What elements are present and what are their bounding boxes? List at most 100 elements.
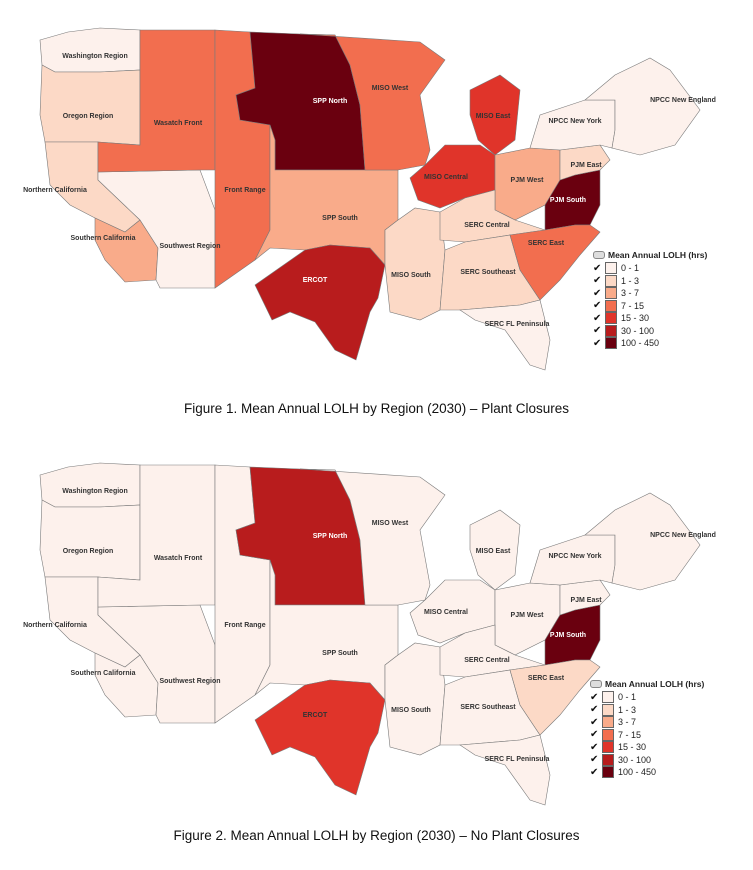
region-washington bbox=[39, 462, 141, 508]
checkmark-icon[interactable]: ✔ bbox=[590, 729, 599, 741]
legend-swatch bbox=[602, 716, 614, 729]
region-label-washington: Washington Region bbox=[62, 53, 127, 60]
checkmark-icon[interactable]: ✔ bbox=[590, 691, 599, 703]
region-label-npccne: NPCC New England bbox=[650, 532, 716, 539]
region-label-ercot: ERCOT bbox=[303, 712, 328, 719]
region-label-sppnorth: SPP North bbox=[313, 98, 348, 105]
legend-label: 0 - 1 bbox=[621, 263, 640, 274]
region-label-misoeast: MISO East bbox=[476, 548, 511, 555]
region-label-sercfl: SERC FL Peninsula bbox=[485, 321, 550, 328]
legend-swatch bbox=[602, 691, 614, 704]
legend-item: ✔ 1 - 3 bbox=[590, 703, 704, 717]
region-label-serccentral: SERC Central bbox=[464, 657, 510, 664]
legend-label: 100 - 450 bbox=[618, 767, 657, 778]
legend-label: 1 - 3 bbox=[618, 704, 637, 715]
region-ercot bbox=[254, 679, 386, 796]
region-label-ncal: Northern California bbox=[23, 187, 87, 194]
legend-item: ✔ 15 - 30 bbox=[593, 312, 707, 325]
legend-swatch bbox=[605, 262, 617, 275]
legend-label: 7 - 15 bbox=[621, 300, 645, 311]
region-oregon bbox=[39, 64, 141, 146]
region-label-misowest: MISO West bbox=[372, 85, 409, 92]
region-label-wasatch: Wasatch Front bbox=[154, 555, 203, 562]
lolh-map-plant-closures: Washington Region Oregon Region Northern C… bbox=[23, 27, 716, 371]
region-label-sercfl: SERC FL Peninsula bbox=[485, 756, 550, 763]
region-layer bbox=[39, 27, 701, 371]
checkmark-icon[interactable]: ✔ bbox=[590, 704, 599, 716]
legend-swatch bbox=[602, 728, 614, 741]
layer-icon bbox=[593, 251, 605, 259]
legend-figure-2: Mean Annual LOLH (hrs) ✔ 0 - 1 ✔ 1 - 3 ✔ 3 - … bbox=[590, 679, 704, 779]
region-sercfl bbox=[459, 734, 551, 806]
region-label-scal: Southern California bbox=[71, 670, 136, 677]
legend-item: ✔ 3 - 7 bbox=[593, 287, 707, 300]
region-southwest bbox=[97, 604, 216, 724]
legend-label: 100 - 450 bbox=[621, 338, 660, 349]
region-oregon bbox=[39, 499, 141, 581]
checkmark-icon[interactable]: ✔ bbox=[593, 287, 602, 299]
region-misoeast bbox=[469, 509, 521, 591]
checkmark-icon[interactable]: ✔ bbox=[593, 300, 602, 312]
region-label-npccny: NPCC New York bbox=[548, 118, 601, 125]
legend-label: 3 - 7 bbox=[621, 288, 640, 299]
checkmark-icon[interactable]: ✔ bbox=[590, 766, 599, 778]
region-layer bbox=[39, 462, 701, 806]
region-label-ncal: Northern California bbox=[23, 622, 87, 629]
legend-figure-1: Mean Annual LOLH (hrs) ✔ 0 - 1 ✔ 1 - 3 ✔ 3 - … bbox=[593, 250, 707, 350]
checkmark-icon[interactable]: ✔ bbox=[593, 312, 602, 324]
checkmark-icon[interactable]: ✔ bbox=[593, 325, 602, 337]
region-label-sppsouth: SPP South bbox=[322, 215, 358, 222]
legend-item: ✔ 30 - 100 bbox=[593, 324, 707, 338]
legend-item: ✔ 15 - 30 bbox=[590, 741, 704, 754]
region-misowest bbox=[299, 33, 446, 171]
region-label-pjmwest: PJM West bbox=[511, 612, 545, 619]
region-label-southwest: Southwest Region bbox=[159, 243, 220, 250]
lolh-map-no-plant-closures: Washington Region Oregon Region Northern C… bbox=[23, 462, 716, 806]
legend-label: 30 - 100 bbox=[618, 754, 652, 765]
checkmark-icon[interactable]: ✔ bbox=[593, 262, 602, 274]
checkmark-icon[interactable]: ✔ bbox=[590, 741, 599, 753]
legend-item: ✔ 3 - 7 bbox=[590, 716, 704, 729]
region-label-misosouth: MISO South bbox=[391, 707, 431, 714]
region-label-oregon: Oregon Region bbox=[63, 113, 114, 120]
region-label-misocentral: MISO Central bbox=[424, 609, 468, 616]
region-npccny bbox=[529, 534, 616, 586]
region-npccne bbox=[584, 492, 701, 591]
region-label-washington: Washington Region bbox=[62, 488, 127, 495]
legend-label: 30 - 100 bbox=[621, 325, 655, 336]
region-label-sercsoutheast: SERC Southeast bbox=[460, 269, 516, 276]
legend-item: ✔ 1 - 3 bbox=[593, 274, 707, 288]
legend-title: Mean Annual LOLH (hrs) bbox=[590, 679, 704, 689]
checkmark-icon[interactable]: ✔ bbox=[590, 716, 599, 728]
region-label-npccne: NPCC New England bbox=[650, 97, 716, 104]
legend-item: ✔ 7 - 15 bbox=[593, 299, 707, 313]
region-misosouth bbox=[384, 642, 446, 756]
region-misoeast bbox=[469, 74, 521, 156]
region-label-scal: Southern California bbox=[71, 235, 136, 242]
legend-title-text: Mean Annual LOLH (hrs) bbox=[605, 679, 705, 689]
legend-label: 15 - 30 bbox=[618, 742, 647, 753]
checkmark-icon[interactable]: ✔ bbox=[593, 337, 602, 349]
region-label-pjmwest: PJM West bbox=[511, 177, 545, 184]
legend-item: ✔ 0 - 1 bbox=[593, 262, 707, 275]
legend-item: ✔ 7 - 15 bbox=[590, 728, 704, 742]
checkmark-icon[interactable]: ✔ bbox=[593, 275, 602, 287]
region-sercfl bbox=[459, 299, 551, 371]
region-sercest bbox=[509, 224, 601, 301]
region-misowest bbox=[299, 468, 446, 606]
legend-title: Mean Annual LOLH (hrs) bbox=[593, 250, 707, 260]
region-ercot bbox=[254, 244, 386, 361]
region-label-pjmsouth: PJM South bbox=[550, 197, 586, 204]
figure-1-caption: Figure 1. Mean Annual LOLH by Region (20… bbox=[184, 401, 569, 416]
region-label-oregon: Oregon Region bbox=[63, 548, 114, 555]
legend-item: ✔ 0 - 1 bbox=[590, 691, 704, 704]
legend-swatch bbox=[605, 274, 617, 287]
region-label-pjmeast: PJM East bbox=[570, 597, 602, 604]
legend-title-text: Mean Annual LOLH (hrs) bbox=[608, 250, 708, 260]
legend-swatch bbox=[605, 299, 617, 312]
region-label-npccny: NPCC New York bbox=[548, 553, 601, 560]
region-label-sppnorth: SPP North bbox=[313, 533, 348, 540]
region-label-sercsoutheast: SERC Southeast bbox=[460, 704, 516, 711]
checkmark-icon[interactable]: ✔ bbox=[590, 754, 599, 766]
legend-item: ✔ 30 - 100 bbox=[590, 753, 704, 767]
